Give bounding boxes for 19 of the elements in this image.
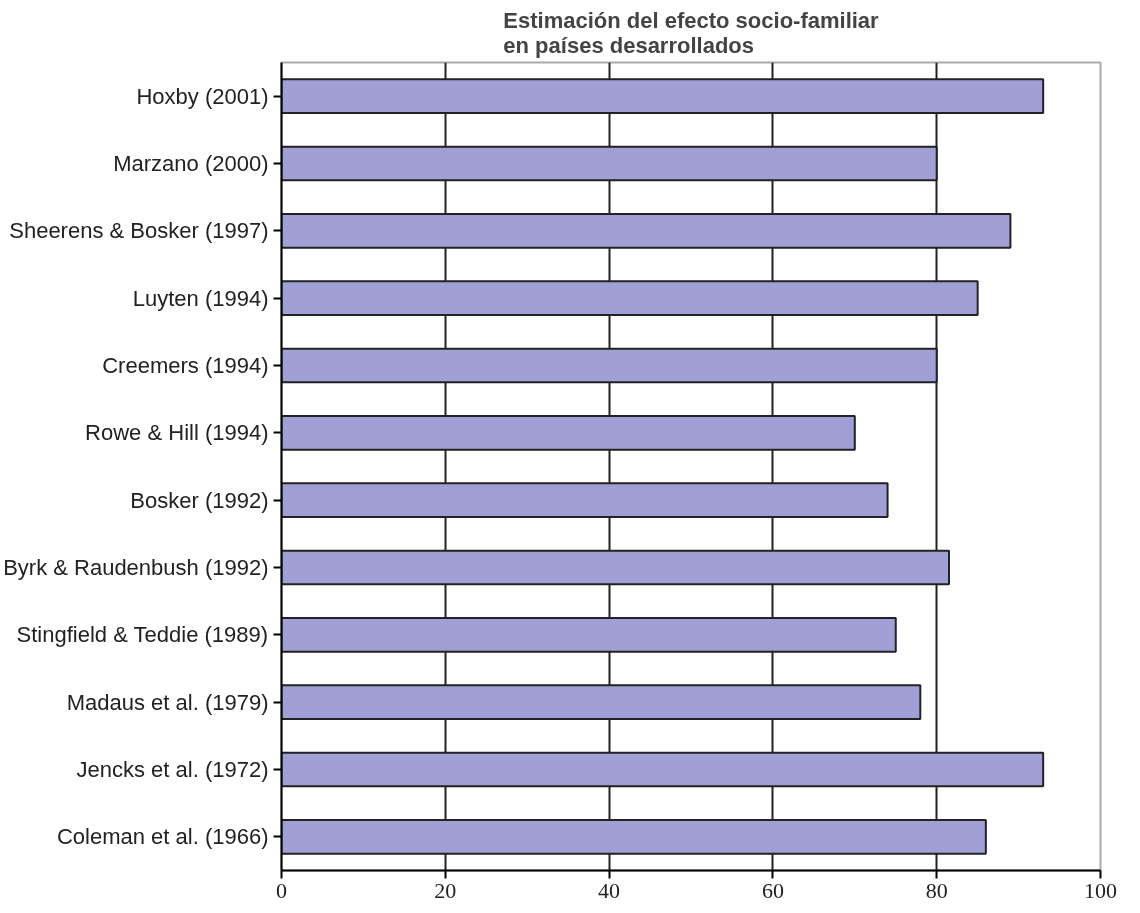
y-tick-label: Rowe & Hill (1994) <box>85 420 269 446</box>
chart-title: Estimación del efecto socio-familiar en países desarrollados <box>503 7 880 58</box>
y-tick-label: Jencks et al. (1972) <box>76 757 269 782</box>
y-tick-label: Sheerens & Bosker (1997) <box>9 218 269 244</box>
y-tick-label: Madaus et al. (1979) <box>66 689 269 715</box>
x-tick-label: 0 <box>276 877 287 903</box>
x-tick-label: 40 <box>598 877 621 903</box>
x-tick-label: 100 <box>1084 877 1117 903</box>
x-tick-label: 60 <box>761 877 784 903</box>
y-tick-label: Stingfield & Teddie (1989) <box>16 622 269 648</box>
x-tick-label: 80 <box>925 877 948 903</box>
y-tick-label: Byrk & Raudenbush (1992) <box>3 555 269 580</box>
y-tick-label: Bosker (1992) <box>130 487 269 513</box>
y-tick-label: Creemers (1994) <box>102 353 269 378</box>
y-tick-label: Luyten (1994) <box>132 285 269 311</box>
x-tick-label: 20 <box>434 877 457 903</box>
y-tick-label: Hoxby (2001) <box>136 83 269 109</box>
y-tick-label: Marzano (2000) <box>113 151 269 176</box>
y-tick-label: Coleman et al. (1966) <box>56 824 269 850</box>
